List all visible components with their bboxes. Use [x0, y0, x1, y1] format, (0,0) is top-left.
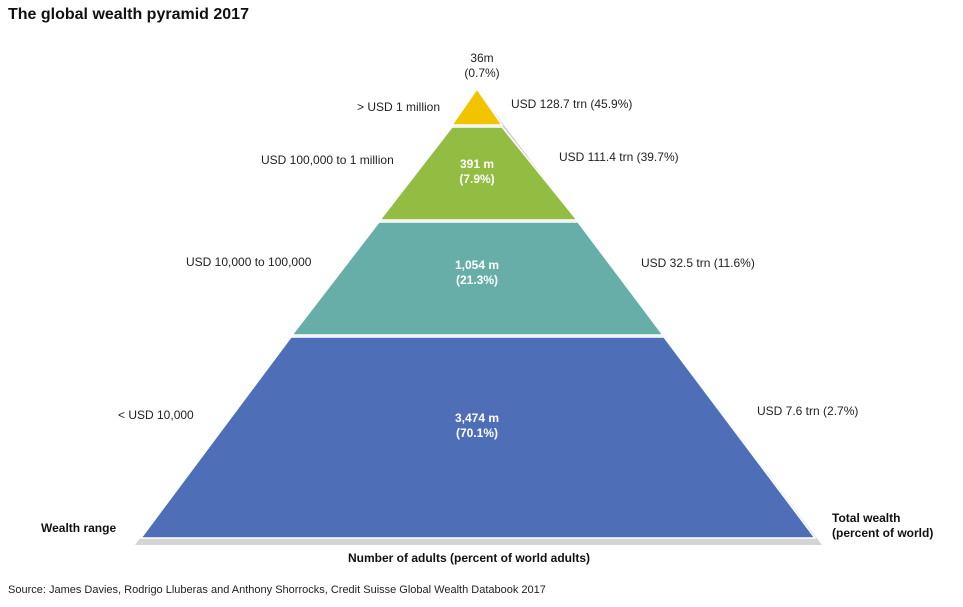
tier-1-total-wealth: USD 128.7 trn (45.9%)	[511, 97, 633, 111]
page-title: The global wealth pyramid 2017	[8, 6, 249, 23]
adults-axis-label: Number of adults (percent of world adult…	[348, 551, 591, 565]
tier-2-adults-percent: (7.9%)	[459, 172, 495, 186]
tier-2-adults-count: 391 m	[459, 157, 495, 171]
tier-2-segment	[378, 126, 579, 221]
wealth-range-axis-label: Wealth range	[41, 521, 117, 535]
tier-3-total-wealth: USD 32.5 trn (11.6%)	[641, 256, 755, 270]
tier-3-adults-percent: (21.3%)	[455, 273, 499, 287]
total-wealth-axis-label: Total wealth (percent of world)	[832, 511, 933, 541]
tier-3-wealth-range: USD 10,000 to 100,000	[186, 255, 312, 269]
tier-2-adults: 391 m (7.9%)	[437, 157, 517, 187]
tier-1-adults-percent: (0.7%)	[464, 66, 500, 80]
source-note: Source: James Davies, Rodrigo Lluberas a…	[8, 584, 546, 596]
tier-4-adults-count: 3,474 m	[454, 411, 500, 425]
total-wealth-axis-label-line2: (percent of world)	[832, 526, 934, 540]
tier-1-wealth-range: > USD 1 million	[357, 100, 441, 114]
tier-4-adults-percent: (70.1%)	[455, 426, 499, 440]
tier-4-total-wealth: USD 7.6 trn (2.7%)	[757, 404, 859, 418]
tier-4-adults: 3,474 m (70.1%)	[427, 411, 527, 441]
tier-4-segment	[139, 336, 817, 539]
tier-4-wealth-range: < USD 10,000	[118, 408, 194, 422]
tier-1-adults: 36m (0.7%)	[452, 51, 512, 81]
tier-2-wealth-range: USD 100,000 to 1 million	[261, 153, 394, 167]
tier-3-adults-count: 1,054 m	[454, 258, 500, 272]
tier-3-adults: 1,054 m (21.3%)	[427, 258, 527, 288]
tier-1-adults-count: 36m	[470, 51, 494, 65]
tier-1-segment	[450, 87, 504, 126]
total-wealth-axis-label-line1: Total wealth	[832, 511, 901, 525]
tier-3-segment	[290, 221, 665, 336]
tier-2-total-wealth: USD 111.4 trn (39.7%)	[559, 150, 679, 164]
